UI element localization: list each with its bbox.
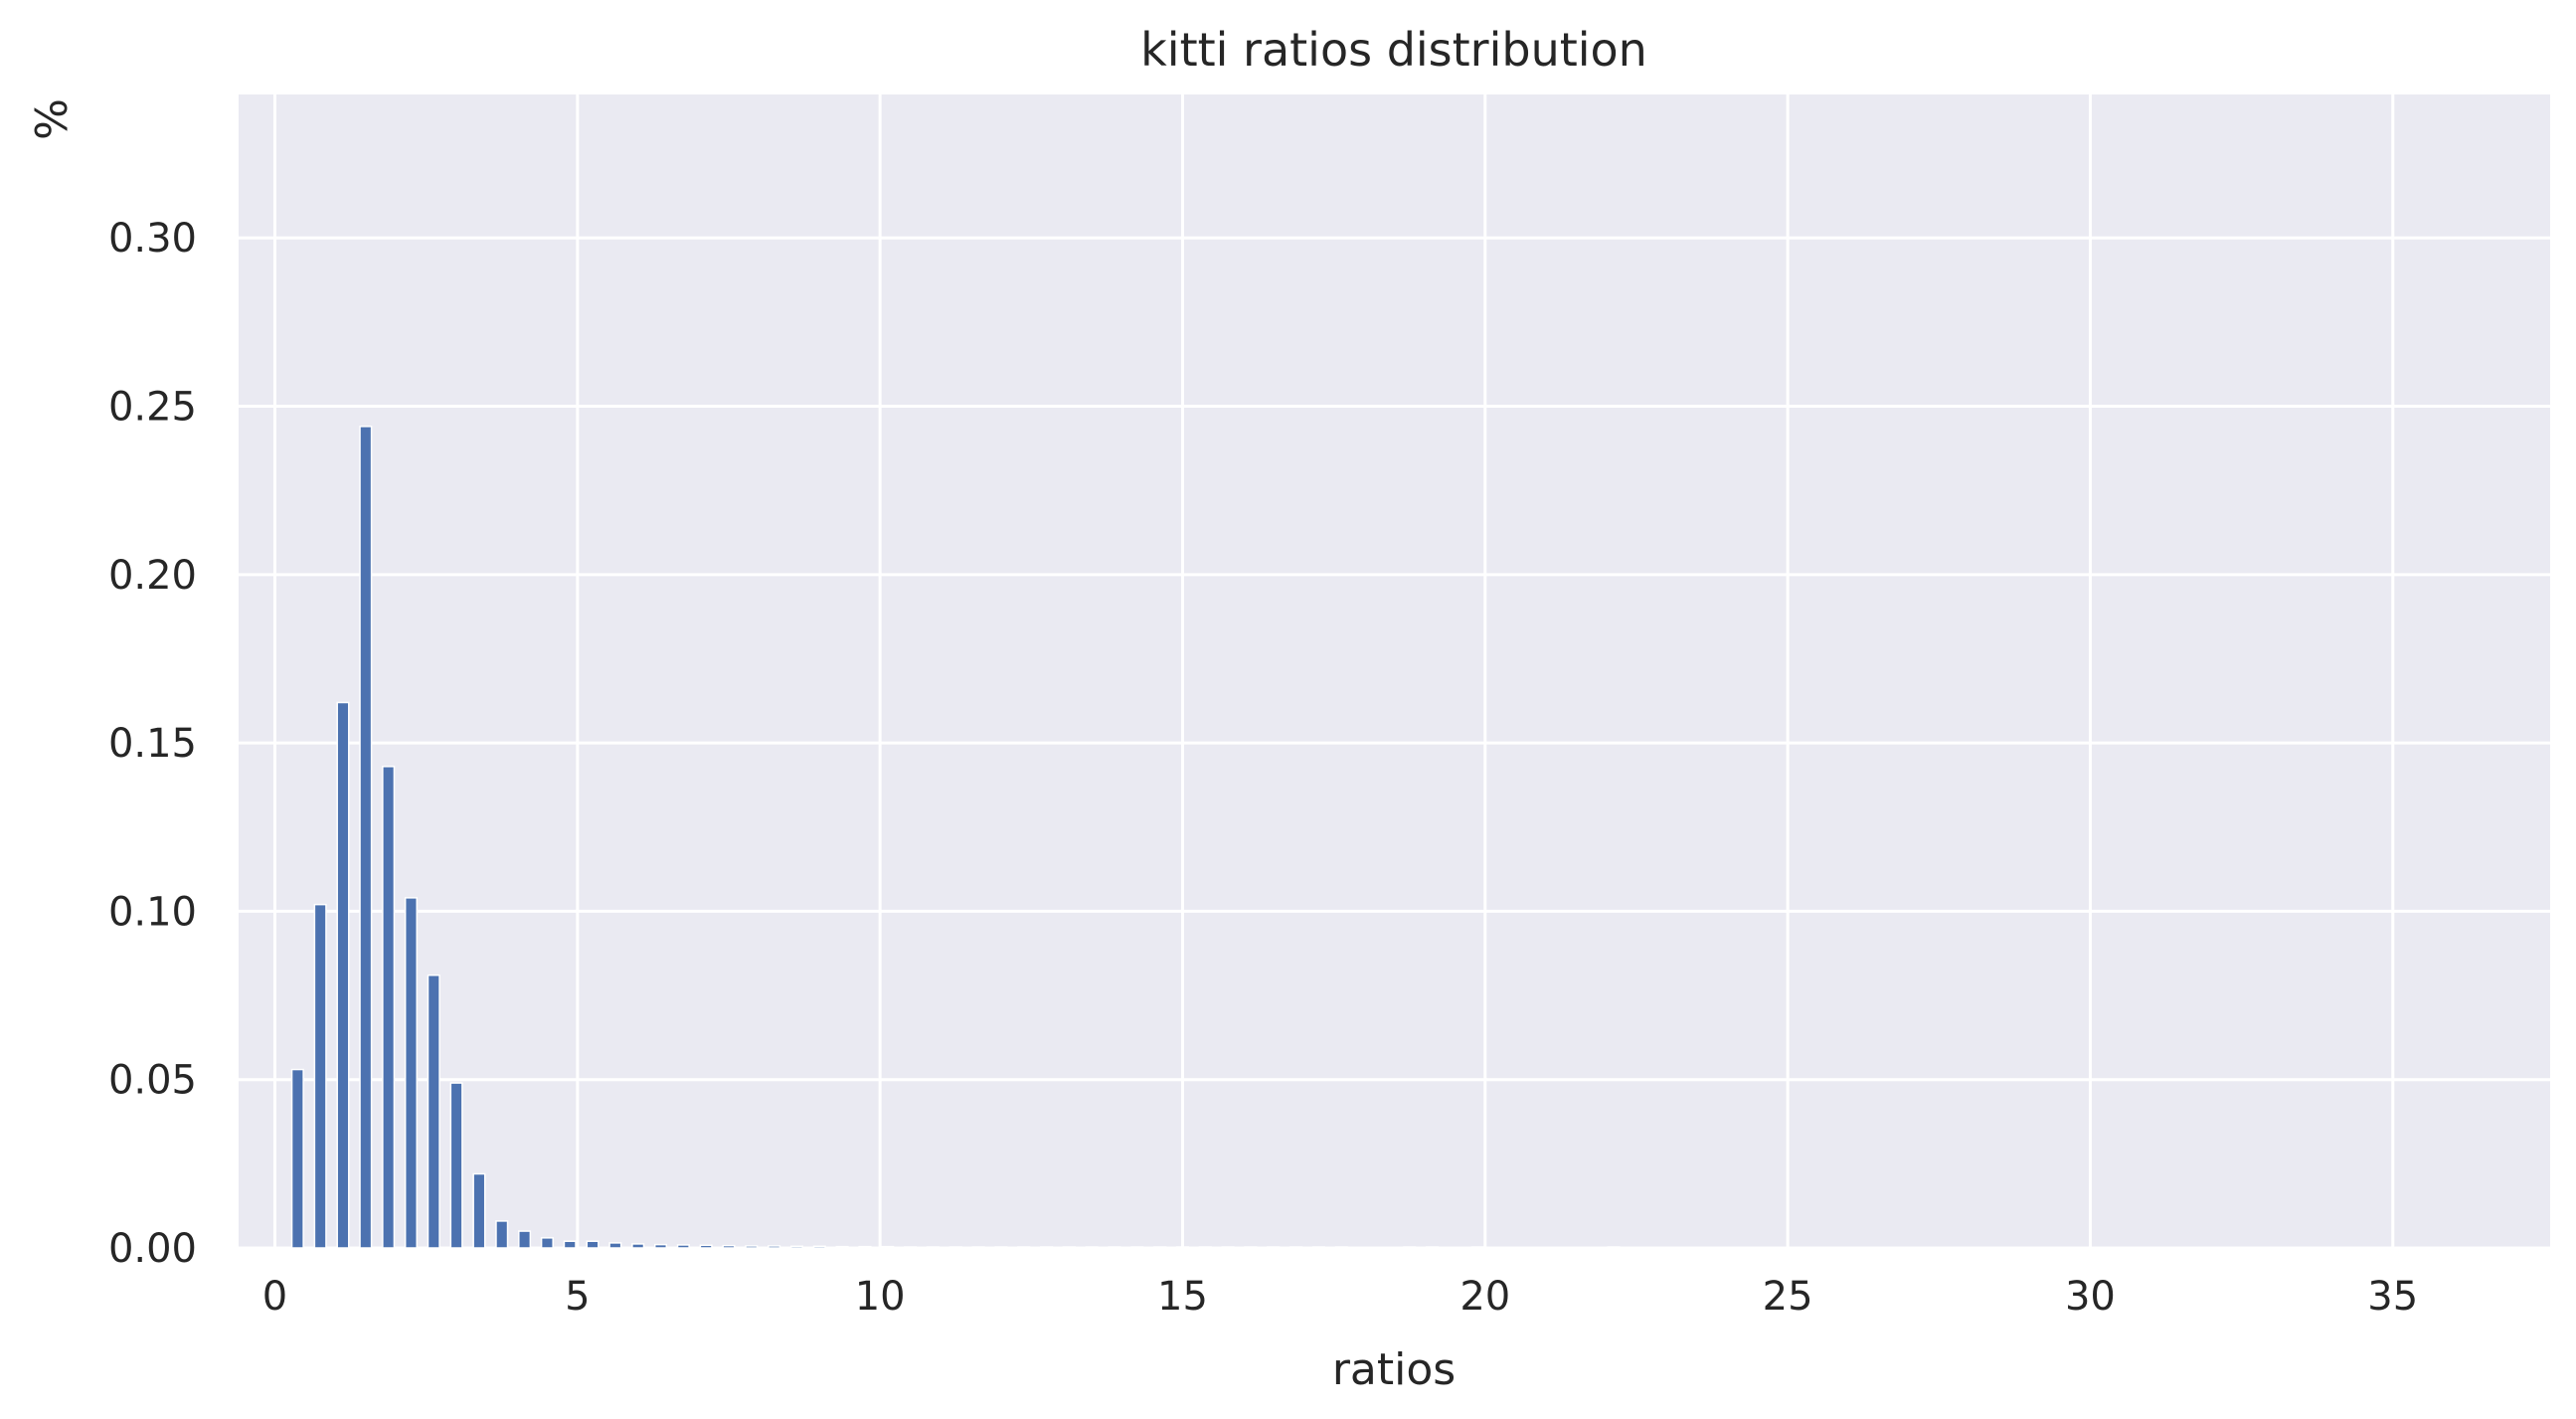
bar xyxy=(835,1245,849,1249)
bar xyxy=(948,1246,962,1249)
y-tick-label: 0.30 xyxy=(108,216,197,262)
bar xyxy=(472,1172,486,1249)
bar xyxy=(1130,1246,1144,1249)
bar xyxy=(631,1243,645,1249)
bar xyxy=(904,1246,918,1249)
bar xyxy=(971,1246,985,1249)
x-tick-labels: 0 5 10 15 20 25 30 35 xyxy=(262,1274,2418,1320)
bar xyxy=(1221,1246,1235,1249)
bar xyxy=(1198,1246,1212,1249)
x-tick-label: 30 xyxy=(2065,1274,2116,1320)
bar xyxy=(382,766,396,1249)
bar xyxy=(1017,1246,1031,1249)
bar xyxy=(563,1240,577,1249)
bar xyxy=(540,1237,554,1249)
bar xyxy=(336,701,350,1249)
bar xyxy=(676,1244,690,1249)
x-tick-label: 5 xyxy=(565,1274,590,1320)
bar xyxy=(518,1230,532,1249)
bar xyxy=(1267,1246,1281,1249)
x-tick-label: 20 xyxy=(1460,1274,1510,1320)
bar xyxy=(1311,1246,1325,1249)
bar xyxy=(608,1242,622,1249)
bar xyxy=(745,1245,759,1249)
bar xyxy=(1426,1246,1440,1249)
bar xyxy=(1607,1246,1621,1249)
bar xyxy=(653,1243,668,1249)
bar xyxy=(789,1245,804,1249)
bar xyxy=(1040,1246,1054,1249)
x-tick-label: 15 xyxy=(1157,1274,1208,1320)
bar xyxy=(1403,1246,1417,1249)
bar xyxy=(1085,1246,1099,1249)
bar xyxy=(427,974,440,1249)
bar xyxy=(586,1240,600,1249)
chart-title: kitti ratios distribution xyxy=(1140,23,1647,77)
bar xyxy=(926,1246,940,1249)
bar xyxy=(858,1245,872,1249)
grid-lines xyxy=(239,94,2550,1250)
bar xyxy=(1175,1246,1190,1249)
bar xyxy=(1470,1246,1484,1249)
bar xyxy=(699,1244,713,1249)
y-tick-label: 0.10 xyxy=(108,889,197,935)
x-tick-label: 10 xyxy=(855,1274,906,1320)
bar xyxy=(449,1082,463,1249)
bar xyxy=(1334,1246,1348,1249)
x-tick-label: 0 xyxy=(262,1274,287,1320)
bar xyxy=(359,426,373,1249)
y-tick-label: 0.20 xyxy=(108,553,197,599)
bar xyxy=(722,1244,736,1249)
bar xyxy=(313,903,327,1249)
bar xyxy=(404,897,418,1249)
bar xyxy=(881,1245,895,1249)
bars xyxy=(290,426,1621,1249)
bar xyxy=(994,1246,1008,1249)
y-tick-label: 0.00 xyxy=(108,1226,197,1272)
bar xyxy=(1289,1246,1303,1249)
bar xyxy=(1244,1246,1258,1249)
bar xyxy=(1153,1246,1167,1249)
bar xyxy=(1108,1246,1121,1249)
bar xyxy=(1062,1246,1076,1249)
y-tick-label: 0.05 xyxy=(108,1058,197,1104)
x-tick-label: 35 xyxy=(2367,1274,2418,1320)
y-tick-labels: 0.00 0.05 0.10 0.15 0.20 0.25 0.30 xyxy=(108,216,197,1272)
x-tick-label: 25 xyxy=(1763,1274,1813,1320)
y-tick-label: 0.25 xyxy=(108,385,197,431)
bar xyxy=(768,1245,781,1249)
bar xyxy=(290,1068,304,1249)
bar xyxy=(495,1220,509,1249)
y-axis-label: % xyxy=(27,98,78,140)
x-axis-label: ratios xyxy=(1332,1344,1456,1395)
plot-area xyxy=(239,94,2550,1248)
bar xyxy=(812,1245,826,1249)
y-tick-label: 0.15 xyxy=(108,721,197,767)
